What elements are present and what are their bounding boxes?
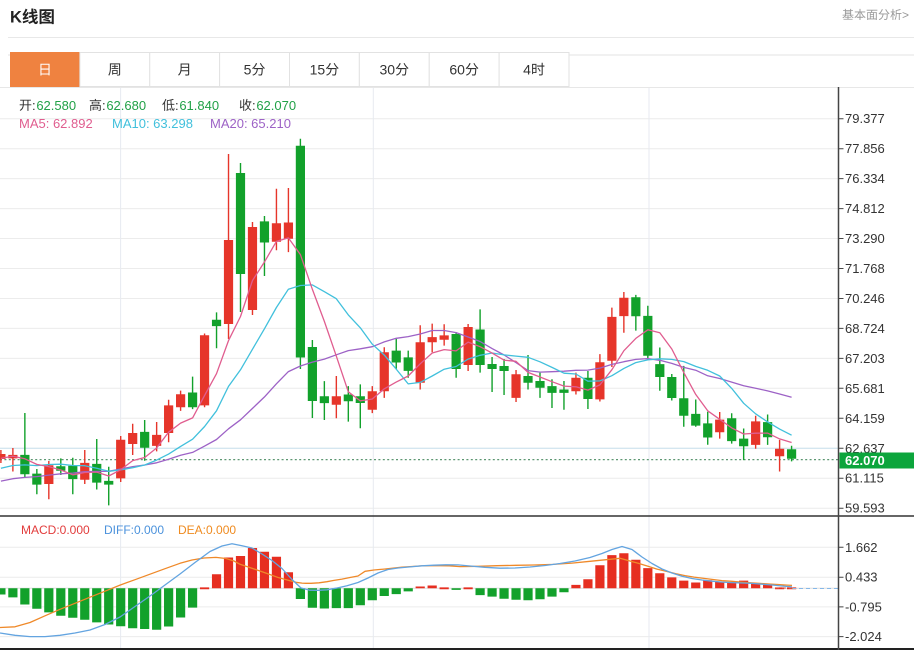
svg-text:62.680: 62.680 xyxy=(106,98,146,113)
svg-text:15: 15 xyxy=(310,62,326,78)
svg-text:74.812: 74.812 xyxy=(845,201,885,216)
svg-text:DIFF:0.000: DIFF:0.000 xyxy=(104,523,164,537)
svg-text:62.637: 62.637 xyxy=(845,441,885,456)
svg-text:30: 30 xyxy=(380,62,396,78)
svg-text:5: 5 xyxy=(244,62,252,78)
svg-text:62.070: 62.070 xyxy=(845,453,885,468)
svg-text:1.662: 1.662 xyxy=(845,540,878,555)
svg-text::: : xyxy=(252,98,256,113)
svg-text:60: 60 xyxy=(449,62,465,78)
svg-text:62.580: 62.580 xyxy=(36,98,76,113)
svg-text:65.681: 65.681 xyxy=(845,381,885,396)
svg-text:MA10: 63.298: MA10: 63.298 xyxy=(112,116,193,131)
svg-text:77.856: 77.856 xyxy=(845,141,885,156)
svg-text:67.203: 67.203 xyxy=(845,351,885,366)
svg-text:61.840: 61.840 xyxy=(179,98,219,113)
svg-text:MACD:0.000: MACD:0.000 xyxy=(21,523,90,537)
svg-text:70.246: 70.246 xyxy=(845,291,885,306)
svg-text:59.593: 59.593 xyxy=(845,501,885,516)
svg-text:71.768: 71.768 xyxy=(845,261,885,276)
svg-text:-0.795: -0.795 xyxy=(845,599,882,614)
svg-text:MA5: 62.892: MA5: 62.892 xyxy=(19,116,93,131)
svg-text:64.159: 64.159 xyxy=(845,411,885,426)
svg-text::: : xyxy=(175,98,179,113)
svg-text:73.290: 73.290 xyxy=(845,231,885,246)
svg-text::: : xyxy=(32,98,36,113)
svg-text:K: K xyxy=(10,9,22,27)
svg-text:-2.024: -2.024 xyxy=(845,629,882,644)
svg-text:68.724: 68.724 xyxy=(845,321,885,336)
svg-text:62.070: 62.070 xyxy=(256,98,296,113)
svg-text::: : xyxy=(102,98,106,113)
svg-text:4: 4 xyxy=(523,62,531,78)
svg-text:DEA:0.000: DEA:0.000 xyxy=(178,523,236,537)
svg-text:0.433: 0.433 xyxy=(845,570,878,585)
svg-text:MA20: 65.210: MA20: 65.210 xyxy=(210,116,291,131)
svg-text:>: > xyxy=(902,8,909,22)
svg-text:61.115: 61.115 xyxy=(845,471,884,486)
svg-text:76.334: 76.334 xyxy=(845,171,885,186)
svg-text:79.377: 79.377 xyxy=(845,111,885,126)
